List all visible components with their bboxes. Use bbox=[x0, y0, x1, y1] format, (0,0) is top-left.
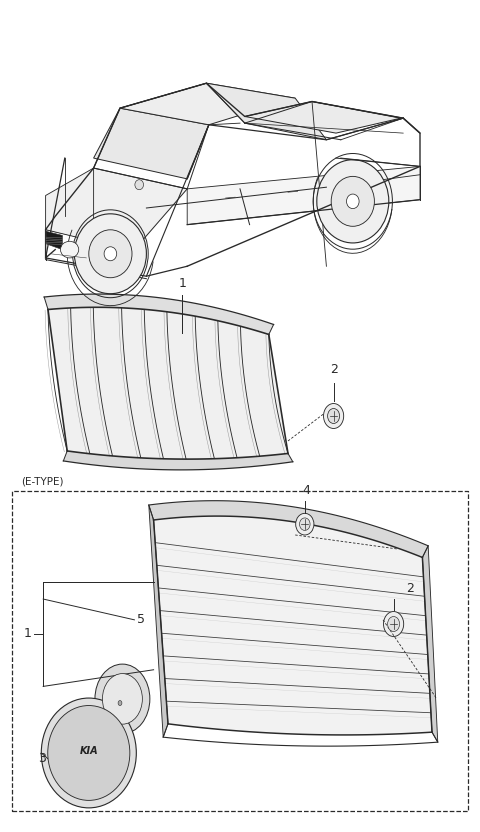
Ellipse shape bbox=[331, 176, 374, 226]
Ellipse shape bbox=[387, 617, 399, 631]
Ellipse shape bbox=[74, 214, 146, 294]
Polygon shape bbox=[245, 102, 401, 133]
Ellipse shape bbox=[347, 194, 359, 209]
Polygon shape bbox=[63, 451, 293, 470]
Text: 1: 1 bbox=[24, 627, 31, 641]
Text: 5: 5 bbox=[137, 613, 145, 626]
Ellipse shape bbox=[296, 513, 314, 535]
Text: 4: 4 bbox=[302, 483, 310, 497]
Ellipse shape bbox=[102, 674, 143, 724]
Ellipse shape bbox=[384, 612, 404, 636]
Polygon shape bbox=[154, 516, 432, 735]
Polygon shape bbox=[149, 501, 428, 557]
Ellipse shape bbox=[48, 706, 130, 800]
Polygon shape bbox=[44, 294, 274, 334]
Polygon shape bbox=[149, 505, 168, 737]
Bar bbox=[12, 491, 468, 811]
Ellipse shape bbox=[135, 180, 144, 190]
Polygon shape bbox=[48, 307, 288, 459]
Ellipse shape bbox=[60, 241, 79, 258]
Ellipse shape bbox=[324, 404, 344, 428]
Text: (E-TYPE): (E-TYPE) bbox=[22, 477, 64, 487]
Ellipse shape bbox=[300, 518, 310, 531]
Text: 2: 2 bbox=[407, 582, 414, 595]
Text: 3: 3 bbox=[38, 752, 46, 765]
Ellipse shape bbox=[104, 247, 117, 260]
Polygon shape bbox=[46, 168, 94, 241]
Polygon shape bbox=[422, 546, 438, 742]
Ellipse shape bbox=[95, 664, 150, 734]
Text: 1: 1 bbox=[179, 276, 186, 290]
Ellipse shape bbox=[41, 698, 136, 808]
Ellipse shape bbox=[317, 160, 389, 243]
Polygon shape bbox=[120, 83, 295, 125]
Polygon shape bbox=[206, 83, 326, 140]
Ellipse shape bbox=[89, 230, 132, 278]
Polygon shape bbox=[46, 231, 62, 250]
Text: KIA: KIA bbox=[80, 746, 98, 756]
Polygon shape bbox=[94, 108, 209, 179]
Ellipse shape bbox=[118, 701, 122, 706]
Polygon shape bbox=[46, 168, 187, 250]
Text: 2: 2 bbox=[330, 363, 337, 376]
Ellipse shape bbox=[327, 409, 339, 423]
Polygon shape bbox=[187, 166, 420, 225]
